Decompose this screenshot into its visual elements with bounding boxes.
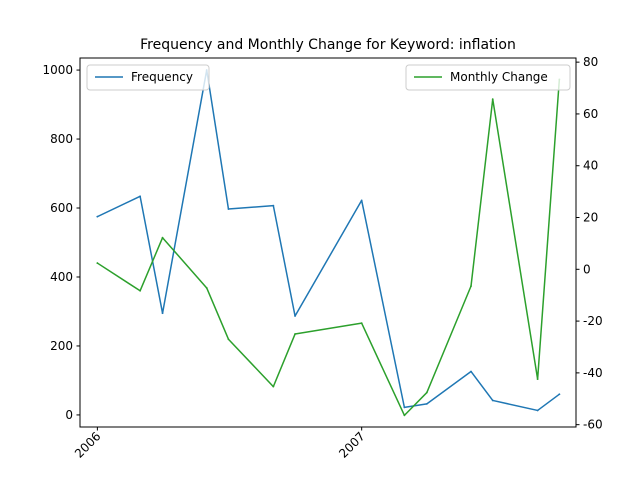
left-y-tick-label: 0 <box>65 408 73 422</box>
series-point <box>425 402 428 405</box>
right-y-tick-label: -60 <box>583 418 603 432</box>
series-layer <box>96 69 561 417</box>
series-point <box>470 370 472 373</box>
legend-right: Monthly Change <box>405 64 571 91</box>
series-point <box>536 378 539 380</box>
plot-area-frame <box>79 57 577 428</box>
series-point <box>227 208 230 210</box>
right-y-tick-label: 20 <box>583 211 598 225</box>
series-point <box>161 312 164 315</box>
right-y-tick-label: -40 <box>583 366 603 380</box>
series-point <box>227 338 230 341</box>
series-point <box>294 333 296 335</box>
series-point <box>96 215 99 218</box>
x-tick-label: 2006 <box>72 429 103 460</box>
series-point <box>491 399 494 402</box>
right-y-tick-label: 0 <box>583 262 591 276</box>
series-point <box>403 406 406 409</box>
series-point <box>294 315 296 317</box>
series-point <box>403 414 406 417</box>
series-point <box>425 391 428 394</box>
series-line <box>96 78 561 417</box>
right-y-axis: -60 -40 -20 0 20 40 60 80 <box>576 55 603 432</box>
series-line <box>96 69 561 412</box>
series-point <box>272 204 275 207</box>
chart-title: Frequency and Monthly Change for Keyword… <box>140 37 516 53</box>
left-y-tick-label: 200 <box>50 339 73 353</box>
legend-left-label: Frequency <box>131 70 193 84</box>
series-point <box>470 285 472 288</box>
legend-right-box <box>405 64 571 91</box>
series-point <box>205 287 208 289</box>
series-point <box>139 195 142 198</box>
series-point <box>139 289 142 292</box>
series-point <box>558 393 561 396</box>
right-y-tick-label: -20 <box>583 314 603 328</box>
legend-right-label: Monthly Change <box>450 70 548 84</box>
left-y-tick-label: 600 <box>50 201 73 215</box>
series-point <box>360 199 363 202</box>
legend-left-box <box>86 64 210 91</box>
series-point <box>272 385 275 388</box>
series-point <box>96 262 99 264</box>
series-point <box>491 98 494 101</box>
right-y-tick-label: 60 <box>583 107 598 121</box>
right-y-tick-label: 80 <box>583 55 598 69</box>
series-point <box>360 322 363 325</box>
left-y-tick-label: 800 <box>50 132 73 146</box>
left-y-tick-label: 400 <box>50 270 73 284</box>
series-point <box>536 409 539 412</box>
left-y-axis: 0 200 400 600 800 1000 <box>42 63 80 422</box>
series-point <box>161 236 164 239</box>
left-y-tick-label: 1000 <box>42 63 73 77</box>
x-tick-label: 2007 <box>336 429 367 460</box>
x-axis: 2006 2007 <box>72 427 368 461</box>
right-y-tick-label: 40 <box>583 159 598 173</box>
legend-left: Frequency <box>86 64 210 91</box>
